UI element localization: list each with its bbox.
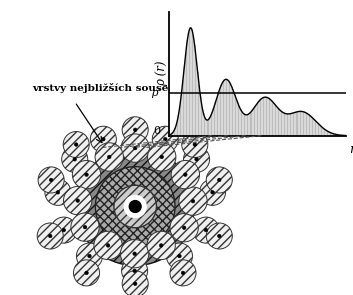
Circle shape (133, 269, 136, 273)
Circle shape (206, 167, 232, 193)
Circle shape (178, 254, 181, 258)
Circle shape (211, 191, 214, 194)
Circle shape (37, 223, 63, 249)
Circle shape (148, 143, 176, 171)
Circle shape (181, 271, 185, 275)
Circle shape (94, 231, 122, 260)
Circle shape (73, 260, 100, 286)
Circle shape (179, 187, 207, 215)
Circle shape (38, 167, 64, 193)
Circle shape (64, 186, 92, 215)
Circle shape (217, 234, 221, 238)
Circle shape (133, 128, 137, 132)
Circle shape (73, 158, 77, 161)
Circle shape (170, 260, 196, 286)
Text: ρ': ρ' (151, 88, 161, 98)
Circle shape (184, 146, 210, 172)
Circle shape (166, 243, 192, 269)
Circle shape (76, 199, 79, 202)
Circle shape (120, 240, 149, 268)
Circle shape (107, 155, 111, 159)
Circle shape (121, 258, 148, 284)
Circle shape (124, 195, 147, 218)
Circle shape (102, 137, 105, 141)
Circle shape (204, 228, 208, 232)
Circle shape (191, 199, 195, 203)
Circle shape (160, 155, 163, 159)
Circle shape (49, 178, 53, 182)
Circle shape (160, 244, 163, 247)
Circle shape (88, 254, 91, 258)
Circle shape (184, 173, 187, 176)
Circle shape (63, 132, 89, 158)
Circle shape (62, 146, 88, 172)
Circle shape (76, 148, 194, 266)
Circle shape (133, 252, 136, 255)
Circle shape (193, 143, 197, 146)
Circle shape (122, 117, 148, 143)
Circle shape (77, 243, 102, 269)
Circle shape (147, 231, 175, 260)
Circle shape (90, 126, 116, 152)
Circle shape (129, 201, 141, 212)
Circle shape (183, 226, 186, 230)
Circle shape (45, 179, 71, 205)
Circle shape (85, 271, 88, 275)
Circle shape (74, 143, 78, 146)
Circle shape (95, 143, 124, 171)
Circle shape (199, 179, 226, 205)
Circle shape (95, 167, 175, 246)
Text: r: r (349, 143, 353, 156)
Text: 0: 0 (154, 126, 161, 136)
Circle shape (51, 217, 77, 243)
Circle shape (85, 173, 88, 176)
Circle shape (48, 234, 52, 238)
Circle shape (83, 225, 87, 229)
Circle shape (152, 126, 178, 152)
Circle shape (195, 158, 198, 161)
Circle shape (182, 132, 208, 158)
Circle shape (133, 282, 137, 286)
Circle shape (193, 217, 219, 243)
Y-axis label: ρ (r): ρ (r) (155, 61, 168, 86)
Circle shape (163, 137, 167, 141)
Circle shape (171, 160, 199, 189)
Circle shape (72, 160, 101, 189)
Circle shape (133, 146, 137, 150)
Circle shape (106, 244, 110, 247)
Text: vrstvy nejbližších sousedů: vrstvy nejbližších sousedů (32, 83, 183, 94)
Circle shape (71, 213, 99, 241)
Circle shape (114, 185, 156, 228)
Circle shape (170, 214, 198, 242)
Circle shape (121, 134, 149, 162)
Circle shape (206, 223, 232, 249)
Circle shape (56, 191, 60, 194)
Circle shape (62, 228, 66, 232)
Circle shape (122, 271, 148, 295)
Circle shape (217, 178, 221, 182)
